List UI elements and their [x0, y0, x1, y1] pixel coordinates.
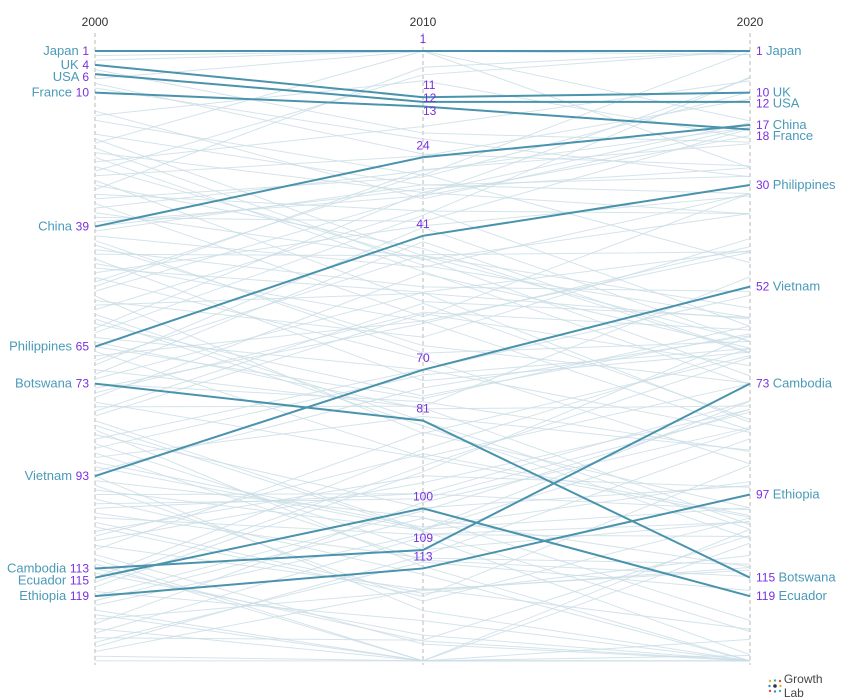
- rank-value: 73: [756, 377, 773, 391]
- rank-value: 115: [70, 573, 89, 587]
- label-2020-ethiopia: 97 Ethiopia: [756, 487, 820, 502]
- rank-value: 30: [756, 178, 773, 192]
- label-2000-botswana: Botswana 73: [15, 376, 89, 391]
- rank-2010-france: 13: [423, 104, 437, 118]
- country-name: Botswana: [15, 376, 76, 391]
- label-2020-france: 18 France: [756, 128, 813, 143]
- country-name: China: [38, 219, 76, 234]
- country-name: Vietnam: [773, 279, 820, 294]
- label-2000-philippines: Philippines 65: [9, 339, 89, 354]
- country-name: France: [32, 85, 76, 100]
- country-name: Ethiopia: [773, 487, 821, 502]
- country-name: Japan: [766, 43, 801, 58]
- country-name: Cambodia: [773, 376, 833, 391]
- rank-value: 93: [76, 469, 90, 483]
- rank-value: 12: [756, 97, 773, 111]
- country-name: USA: [53, 69, 83, 84]
- rank-2010-vietnam: 70: [416, 351, 430, 365]
- year-label: 2020: [737, 15, 764, 29]
- rank-2010-usa: 12: [423, 91, 437, 105]
- country-name: Ethiopia: [19, 588, 70, 603]
- country-name: Ecuador: [778, 588, 827, 603]
- rank-2010-china: 24: [416, 138, 430, 152]
- label-2020-botswana: 115 Botswana: [756, 570, 836, 585]
- year-label: 2000: [82, 15, 109, 29]
- country-name: USA: [773, 96, 800, 111]
- rank-value: 39: [76, 220, 90, 234]
- rank-value: 1: [756, 44, 766, 58]
- rank-value: 6: [82, 70, 89, 84]
- rank-value: 65: [76, 340, 90, 354]
- rank-value: 73: [76, 377, 90, 391]
- rank-value: 119: [70, 589, 89, 603]
- rank-2010-botswana: 81: [416, 402, 430, 416]
- logo-dots-icon: [768, 679, 782, 693]
- label-2020-philippines: 30 Philippines: [756, 177, 836, 192]
- rank-2010-japan: 1: [420, 32, 427, 46]
- logo-text: Growth Lab: [784, 672, 845, 700]
- rank-2010-ethiopia: 113: [413, 549, 432, 563]
- label-2020-cambodia: 73 Cambodia: [756, 376, 833, 391]
- rank-value: 115: [756, 571, 778, 585]
- rank-2010-philippines: 41: [416, 217, 430, 231]
- label-2000-ecuador: Ecuador 115: [18, 572, 90, 587]
- label-2000-vietnam: Vietnam 93: [25, 468, 90, 483]
- label-2020-ecuador: 119 Ecuador: [756, 588, 828, 603]
- rank-value: 97: [756, 488, 773, 502]
- country-name: Philippines: [773, 177, 836, 192]
- rank-2010-ecuador: 100: [413, 489, 433, 503]
- country-name: Vietnam: [25, 468, 76, 483]
- label-2000-china: China 39: [38, 219, 89, 234]
- label-2020-japan: 1 Japan: [756, 43, 801, 58]
- bump-chart: 200020102020 Japan 1UK 4USA 6France 10Ch…: [0, 0, 845, 692]
- label-2000-france: France 10: [32, 85, 90, 100]
- label-2000-japan: Japan 1: [43, 43, 89, 58]
- label-2000-usa: USA 6: [53, 69, 90, 84]
- rank-value: 52: [756, 280, 773, 294]
- rank-2010-uk: 11: [423, 78, 436, 92]
- country-name: Japan: [43, 43, 82, 58]
- country-name: France: [773, 128, 813, 143]
- rank-value: 119: [756, 589, 778, 603]
- rank-value: 10: [76, 86, 90, 100]
- label-2020-vietnam: 52 Vietnam: [756, 279, 820, 294]
- country-name: Botswana: [778, 570, 836, 585]
- rank-value: 1: [82, 44, 89, 58]
- growth-lab-logo: Growth Lab: [768, 672, 845, 700]
- country-name: Philippines: [9, 339, 76, 354]
- label-2000-ethiopia: Ethiopia 119: [19, 588, 89, 603]
- rank-2010-cambodia: 109: [413, 531, 433, 545]
- country-name: Ecuador: [18, 572, 70, 587]
- label-2020-usa: 12 USA: [756, 96, 800, 111]
- year-label: 2010: [410, 15, 437, 29]
- rank-value: 18: [756, 129, 773, 143]
